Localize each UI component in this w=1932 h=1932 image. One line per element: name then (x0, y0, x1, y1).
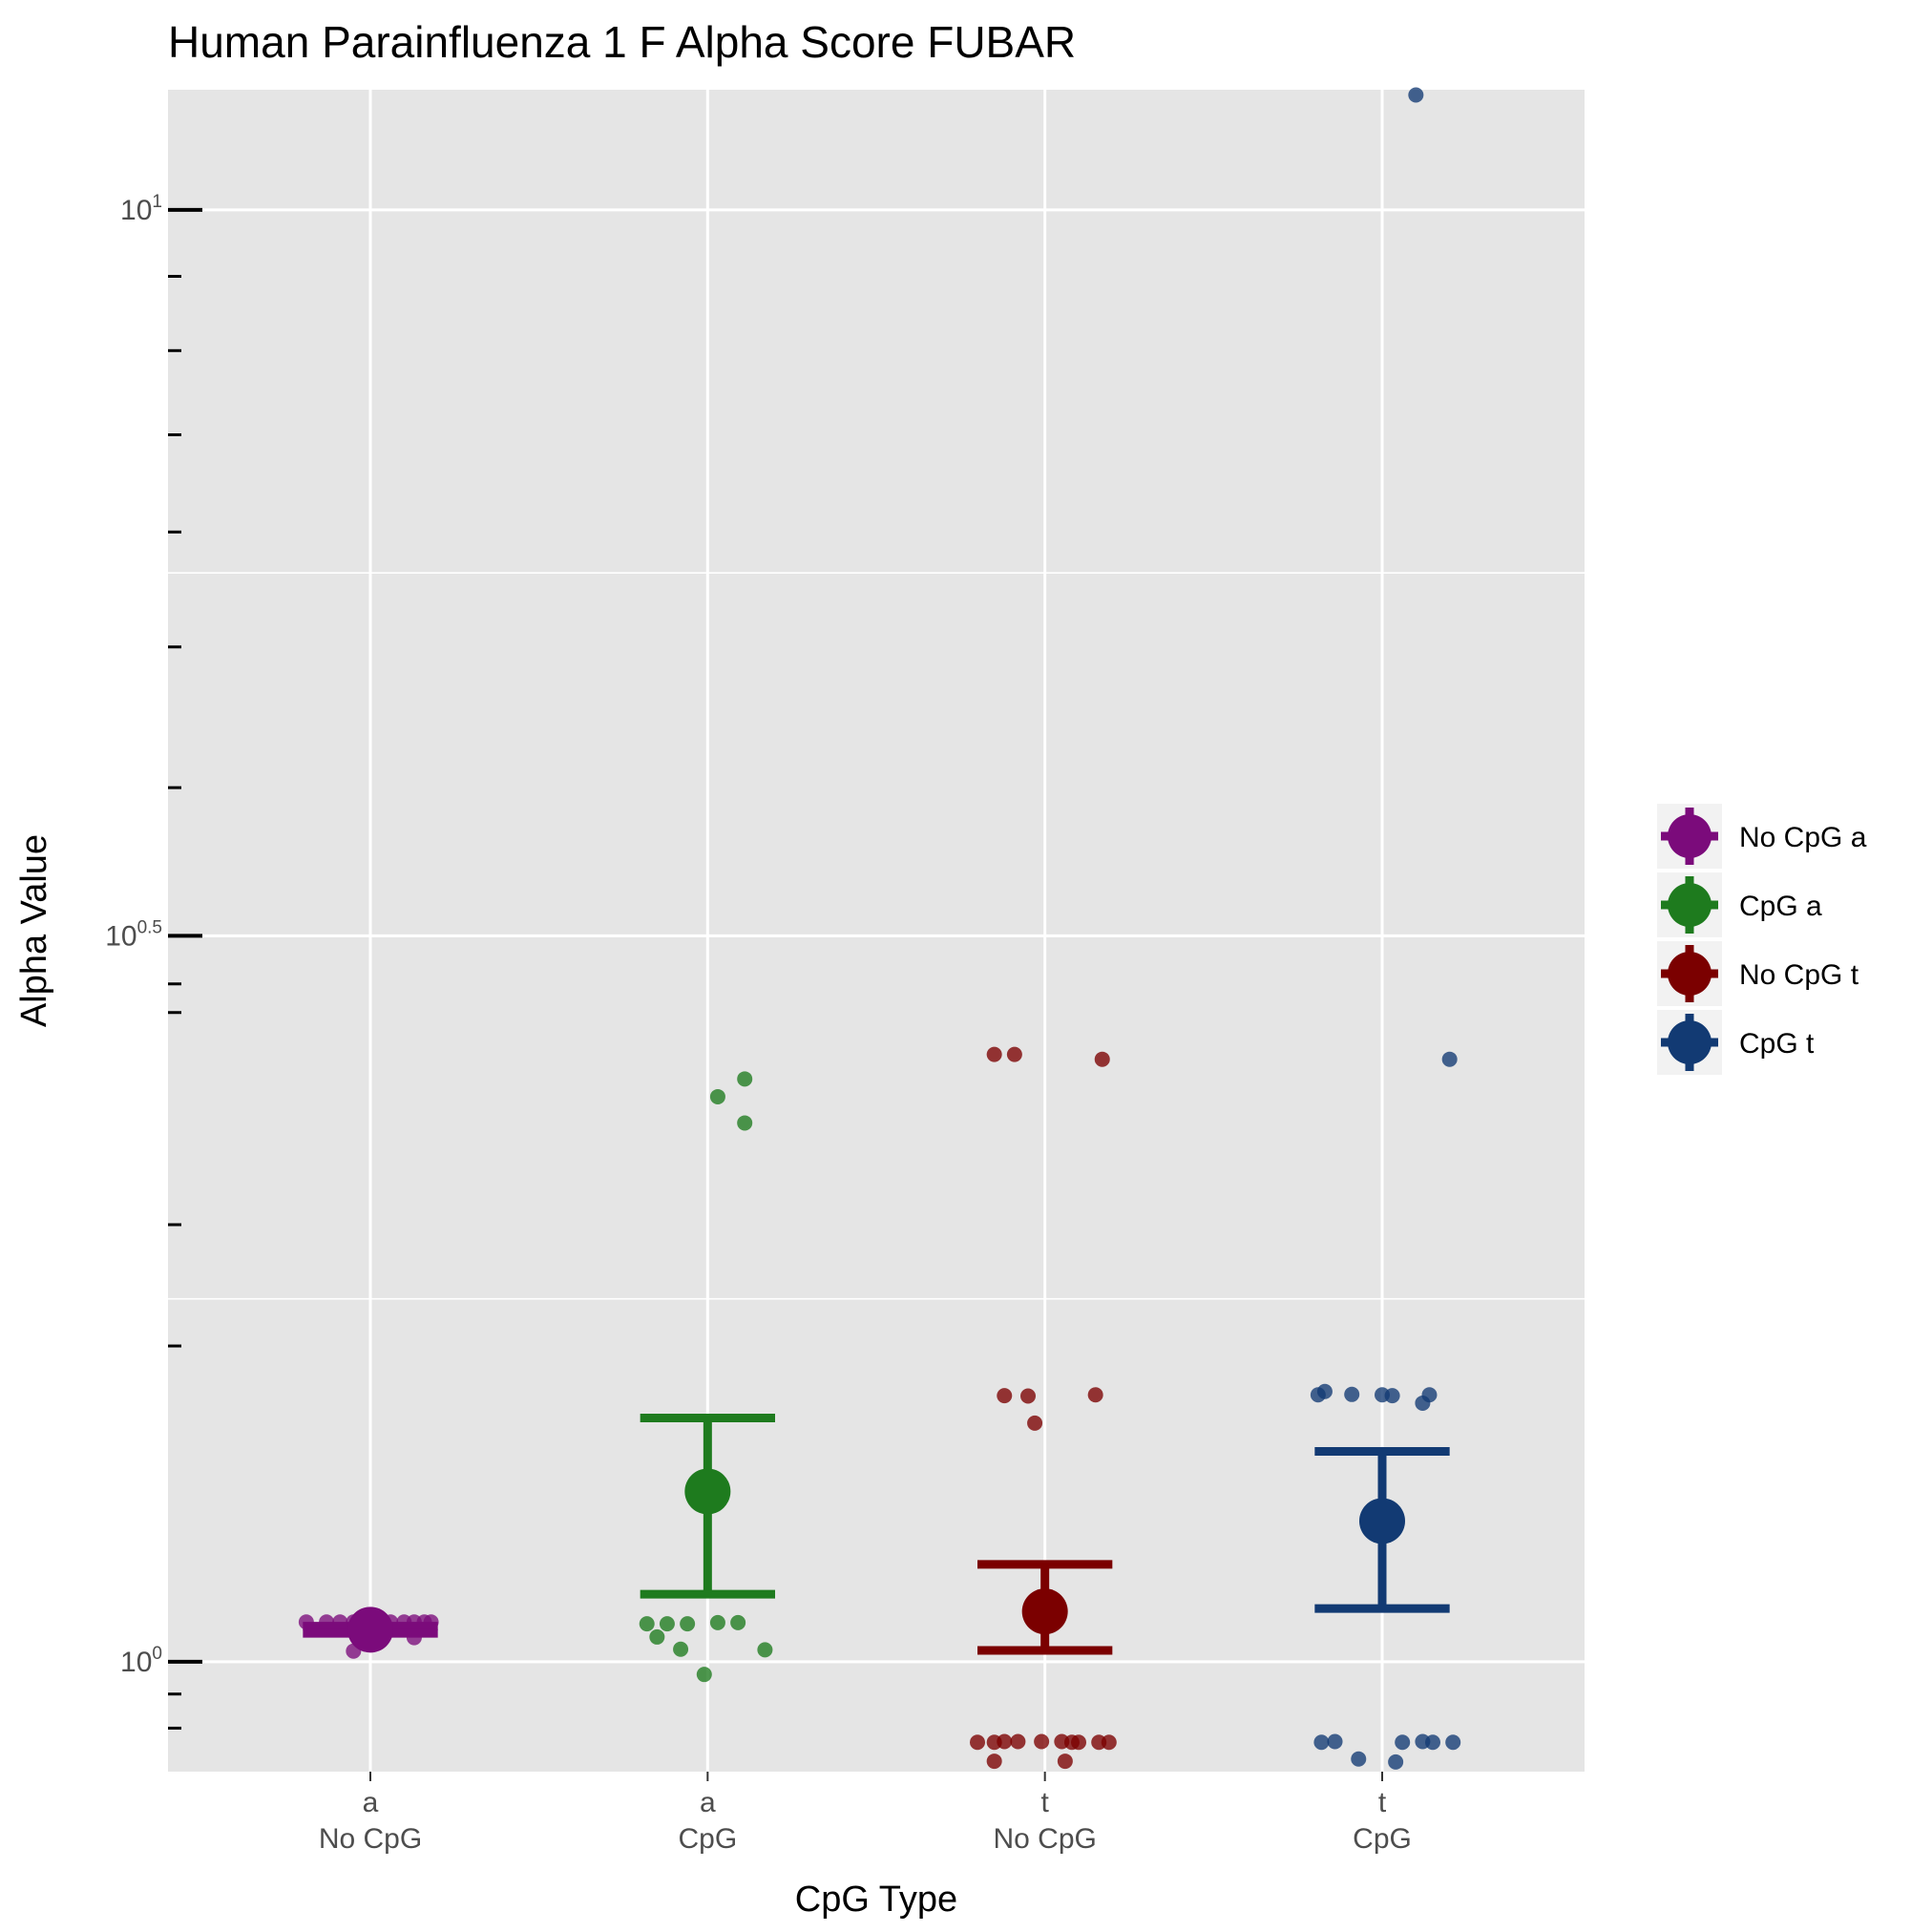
y-tick-label: 101 (120, 192, 162, 226)
legend-key-point (1668, 952, 1712, 996)
x-axis-title: CpG Type (795, 1880, 957, 1920)
data-point (757, 1642, 773, 1658)
legend-item: CpG t (1657, 1010, 1815, 1075)
data-point (659, 1616, 675, 1632)
data-point (1034, 1733, 1050, 1750)
legend-item: No CpG t (1657, 941, 1859, 1006)
data-point (1006, 1046, 1022, 1062)
data-point (737, 1071, 753, 1087)
mean-point (1359, 1498, 1405, 1544)
data-point (997, 1388, 1013, 1404)
x-tick-label-top: a (363, 1787, 379, 1818)
data-point (1384, 1388, 1400, 1404)
x-tick-label-top: a (700, 1787, 716, 1818)
y-tick-base: 10 (120, 1647, 152, 1678)
data-point (1441, 1051, 1458, 1067)
data-point (1395, 1734, 1411, 1751)
data-point (1313, 1734, 1330, 1751)
legend-key-point (1668, 1020, 1712, 1064)
data-point (680, 1616, 696, 1632)
summary-layer (303, 1413, 1450, 1655)
data-point (1388, 1754, 1404, 1770)
legend-label: CpG a (1739, 891, 1822, 922)
y-tick-base: 10 (120, 195, 152, 226)
mean-point (347, 1606, 393, 1653)
x-tick-label-bottom: CpG (1353, 1823, 1412, 1855)
data-point (730, 1614, 746, 1630)
data-point (1094, 1051, 1110, 1067)
data-point (737, 1115, 753, 1131)
data-point (1020, 1388, 1036, 1404)
legend-item: CpG a (1657, 872, 1822, 937)
legend-item: No CpG a (1657, 804, 1867, 869)
data-point (986, 1046, 1002, 1062)
y-tick-exponent: 0.5 (137, 917, 162, 937)
data-point (709, 1088, 725, 1104)
data-point (1344, 1386, 1360, 1402)
y-tick-label: 100 (120, 1644, 162, 1678)
legend-label: CpG t (1739, 1028, 1815, 1060)
data-point (709, 1614, 725, 1630)
data-point (997, 1733, 1013, 1750)
legend: No CpG a CpG a No CpG t CpG t (1657, 804, 1867, 1075)
y-tick-exponent: 1 (152, 192, 162, 212)
data-point (1327, 1733, 1343, 1750)
x-tick-label-bottom: No CpG (319, 1823, 422, 1855)
data-point (1101, 1734, 1117, 1751)
x-tick-label-bottom: No CpG (993, 1823, 1096, 1855)
data-point (649, 1628, 665, 1645)
data-point (1071, 1734, 1086, 1751)
data-point (1421, 1387, 1438, 1403)
data-point (1057, 1754, 1073, 1770)
legend-label: No CpG t (1739, 959, 1859, 991)
mean-point (1021, 1588, 1068, 1635)
y-tick-exponent: 0 (152, 1644, 162, 1664)
mean-point (684, 1468, 731, 1515)
data-point (1087, 1387, 1103, 1403)
data-point (1351, 1751, 1367, 1767)
legend-label: No CpG a (1739, 822, 1867, 853)
legend-key-point (1668, 883, 1712, 927)
x-axis: a No CpG a CpG t No CpG t CpG (319, 1772, 1412, 1855)
y-axis-title: Alpha Value (14, 834, 54, 1027)
x-tick-label-bottom: CpG (678, 1823, 737, 1855)
data-point (639, 1616, 655, 1632)
data-point (1445, 1734, 1461, 1751)
data-point (1010, 1733, 1026, 1750)
y-tick-base: 10 (105, 920, 136, 952)
x-tick-label-top: t (1378, 1787, 1387, 1818)
x-tick-label-top: t (1040, 1787, 1049, 1818)
legend-key-point (1668, 814, 1712, 858)
data-point (1316, 1383, 1333, 1399)
data-point (970, 1734, 985, 1751)
data-point (1027, 1415, 1043, 1431)
y-tick-label: 100.5 (105, 917, 162, 952)
chart-title: Human Parainfluenza 1 F Alpha Score FUBA… (168, 17, 1076, 67)
plot-panel (168, 90, 1585, 1772)
data-point (673, 1641, 689, 1657)
data-point (986, 1754, 1002, 1770)
data-point (1425, 1734, 1440, 1751)
data-point (696, 1667, 712, 1683)
data-point (1408, 87, 1424, 103)
